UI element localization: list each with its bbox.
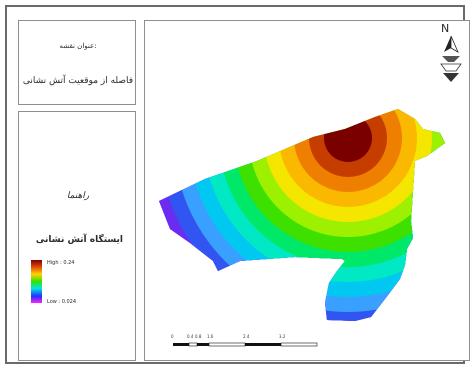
map-panel: N 0 0.4 0.8 1.6 2.4 3.2 bbox=[144, 20, 470, 361]
title-panel: عنوان نقشه: فاصله از موقعیت آتش نشانی bbox=[18, 20, 136, 105]
legend-color-ramp bbox=[31, 260, 42, 303]
scale-tick-label: 0.8 bbox=[195, 334, 202, 339]
distance-raster-map bbox=[159, 109, 445, 321]
map-title: فاصله از موقعیت آتش نشانی bbox=[22, 76, 134, 86]
map-frame: عنوان نقشه: فاصله از موقعیت آتش نشانی را… bbox=[5, 5, 470, 364]
legend-low-label: Low : 0.024 bbox=[47, 299, 77, 305]
contour-band-0 bbox=[324, 114, 372, 162]
contour-bands bbox=[159, 109, 445, 321]
scale-tick-label: 0 bbox=[171, 334, 174, 339]
legend-heading: راهنما bbox=[66, 191, 90, 201]
legend-high-label: High : 0.24 bbox=[47, 260, 75, 266]
scale-tick-label: 3.2 bbox=[279, 334, 286, 339]
scale-tick-label: 0.4 bbox=[187, 334, 194, 339]
scale-tick-label: 1.6 bbox=[207, 334, 214, 339]
scale-tick-label: 2.4 bbox=[243, 334, 250, 339]
title-heading: عنوان نقشه: bbox=[59, 42, 97, 50]
scale-bar bbox=[173, 342, 318, 347]
legend-panel: راهنما ایستگاه آتش نشانی High : 0.24 Low… bbox=[18, 111, 136, 361]
north-label: N bbox=[441, 22, 450, 35]
legend-layer-name: ایستگاه آتش نشانی bbox=[35, 235, 123, 245]
north-arrow-icon bbox=[440, 36, 462, 82]
